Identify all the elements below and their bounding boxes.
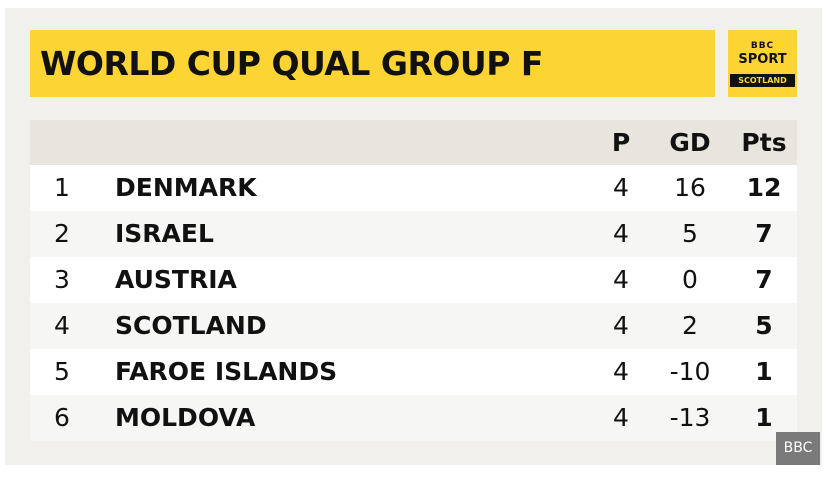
position: 2 bbox=[54, 219, 70, 248]
points: 7 bbox=[755, 219, 773, 248]
goal-difference: 0 bbox=[682, 265, 698, 294]
logo: BBC SPORT SCOTLAND bbox=[728, 30, 797, 97]
header-row: P GD Pts bbox=[30, 120, 797, 165]
position: 4 bbox=[54, 311, 70, 340]
played: 4 bbox=[613, 173, 629, 202]
points: 1 bbox=[755, 357, 773, 386]
played: 4 bbox=[613, 403, 629, 432]
team-name: FAROE ISLANDS bbox=[115, 357, 338, 386]
column-header: Pts bbox=[741, 128, 787, 157]
table-row: 2 ISRAEL 4 5 7 bbox=[30, 211, 797, 257]
position: 3 bbox=[54, 265, 70, 294]
logo-bbc: BBC bbox=[750, 41, 775, 51]
goal-difference: 2 bbox=[682, 311, 698, 340]
points: 5 bbox=[755, 311, 773, 340]
watermark: BBC bbox=[776, 432, 820, 465]
team-name: AUSTRIA bbox=[115, 265, 237, 294]
points: 7 bbox=[755, 265, 773, 294]
table-row: 1 DENMARK 4 16 12 bbox=[30, 165, 797, 211]
position: 1 bbox=[54, 173, 70, 202]
column-header: GD bbox=[669, 128, 711, 157]
points: 12 bbox=[746, 173, 782, 202]
played: 4 bbox=[613, 265, 629, 294]
table: P GD Pts 1 DENMARK 4 16 12 2 ISRAEL 4 5 7 3 AUSTRIA… bbox=[30, 120, 797, 441]
table-row: 5 FAROE ISLANDS 4 -10 1 bbox=[30, 349, 797, 395]
played: 4 bbox=[613, 311, 629, 340]
team-name: DENMARK bbox=[115, 173, 257, 202]
goal-difference: 5 bbox=[682, 219, 698, 248]
team-name: ISRAEL bbox=[115, 219, 214, 248]
goal-difference: -13 bbox=[669, 403, 711, 432]
position: 5 bbox=[54, 357, 70, 386]
team-name: MOLDOVA bbox=[115, 403, 256, 432]
goal-difference: 16 bbox=[674, 173, 706, 202]
team-name: SCOTLAND bbox=[115, 311, 267, 340]
played: 4 bbox=[613, 357, 629, 386]
table-row: 4 SCOTLAND 4 2 5 bbox=[30, 303, 797, 349]
title: WORLD CUP QUAL GROUP F bbox=[30, 30, 715, 97]
points: 1 bbox=[755, 403, 773, 432]
column-header: P bbox=[611, 128, 631, 157]
played: 4 bbox=[613, 219, 629, 248]
position: 6 bbox=[54, 403, 70, 432]
logo-sport: SPORT bbox=[738, 52, 787, 67]
goal-difference: -10 bbox=[669, 357, 711, 386]
table-row: 6 MOLDOVA 4 -13 1 bbox=[30, 395, 797, 441]
logo-region: SCOTLAND bbox=[730, 74, 795, 87]
table-row: 3 AUSTRIA 4 0 7 bbox=[30, 257, 797, 303]
